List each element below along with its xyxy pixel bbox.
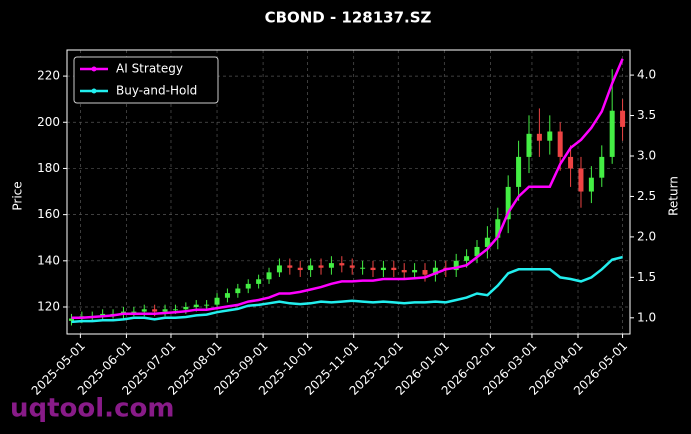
candle-body xyxy=(131,311,137,313)
candle-body xyxy=(422,270,428,275)
y-tick-label: 160 xyxy=(37,207,60,221)
y-tick-label: 120 xyxy=(37,299,60,313)
y-tick-label: 220 xyxy=(37,69,60,83)
candle-body xyxy=(380,267,386,271)
candle-body xyxy=(578,168,584,192)
candle-body xyxy=(588,177,594,192)
candle-body xyxy=(432,267,438,275)
y2-tick-label: 1.5 xyxy=(637,270,656,284)
candle-body xyxy=(547,131,553,141)
chart-title: CBOND - 128137.SZ xyxy=(265,9,432,27)
candle-body xyxy=(308,265,314,271)
plot-frame xyxy=(66,49,631,335)
candle-body xyxy=(453,260,459,271)
candle-body xyxy=(484,237,490,247)
return-line xyxy=(71,58,624,320)
candle-body xyxy=(360,267,366,269)
candle-body xyxy=(318,265,324,268)
candle-body xyxy=(568,156,574,169)
candle-body xyxy=(516,156,522,187)
candle-body xyxy=(68,318,74,321)
candle-body xyxy=(557,131,563,157)
return-line xyxy=(71,255,623,324)
legend-marker xyxy=(91,66,97,72)
candle-body xyxy=(620,110,626,127)
candle-body xyxy=(328,263,334,268)
candle-body xyxy=(412,270,418,273)
candle-body xyxy=(495,219,501,238)
candle-body xyxy=(401,270,407,273)
y2-tick-label: 2.5 xyxy=(637,189,656,203)
candle-body xyxy=(287,265,293,268)
candle-body xyxy=(349,265,355,268)
y2-tick-label: 3.0 xyxy=(637,148,656,162)
candle-body xyxy=(224,293,230,298)
candle-body xyxy=(276,265,282,273)
legend-label: AI Strategy xyxy=(116,62,183,76)
candle-body xyxy=(141,309,147,312)
candle-body xyxy=(526,133,532,157)
candle-body xyxy=(193,304,199,307)
candle-body xyxy=(536,133,542,141)
candle-body xyxy=(609,110,615,157)
candle-body xyxy=(152,309,158,312)
y2-tick-label: 3.5 xyxy=(637,108,656,122)
candle-body xyxy=(204,304,210,306)
y-tick-label: 140 xyxy=(37,253,60,267)
candle-body xyxy=(464,256,470,261)
legend-marker xyxy=(91,88,97,94)
candle-body xyxy=(256,279,262,284)
candle-body xyxy=(599,156,605,178)
watermark: uqtool.com xyxy=(10,394,174,424)
candle-body xyxy=(245,283,251,289)
candle-body xyxy=(162,309,168,312)
y-tick-label: 180 xyxy=(37,161,60,175)
candle-body xyxy=(474,246,480,257)
legend-box xyxy=(73,56,219,104)
y2-axis-label: Return xyxy=(667,176,681,216)
y2-tick-label: 1.0 xyxy=(637,310,656,324)
candle-body xyxy=(183,306,189,310)
candle-body xyxy=(391,267,397,271)
candle-body xyxy=(172,309,178,311)
candle-body xyxy=(266,272,272,280)
legend-label: Buy-and-Hold xyxy=(116,84,197,98)
candle-body xyxy=(339,263,345,266)
candle-body xyxy=(214,297,220,305)
y-tick-label: 200 xyxy=(37,115,60,129)
candle-body xyxy=(505,186,511,220)
y2-tick-label: 2.0 xyxy=(637,229,656,243)
y2-tick-label: 4.0 xyxy=(637,68,656,82)
y-axis-label: Price xyxy=(11,181,25,210)
candle-body xyxy=(235,288,241,294)
candle-body xyxy=(370,267,376,271)
candle-body xyxy=(297,267,303,271)
